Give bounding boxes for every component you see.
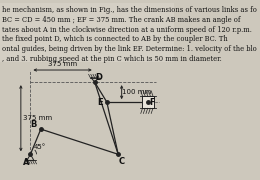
Text: tates about A in the clockwise direction at a uniform speed of 120 r.p.m.: tates about A in the clockwise direction… <box>2 26 252 33</box>
Bar <box>0 3 174 62</box>
Text: A: A <box>23 158 29 167</box>
Text: he mechanism, as shown in Fig., has the dimensions of various links as fo: he mechanism, as shown in Fig., has the … <box>2 6 257 14</box>
Bar <box>142 96 154 108</box>
Text: 100 mm: 100 mm <box>122 89 151 95</box>
Text: 375 mm: 375 mm <box>23 115 53 121</box>
Text: the fixed point D, which is connected to AB by the coupler BC. Th: the fixed point D, which is connected to… <box>2 35 228 43</box>
Text: 375 mm: 375 mm <box>48 60 77 67</box>
Text: ontal guides, being driven by the link EF. Determine: 1. velocity of the blo: ontal guides, being driven by the link E… <box>2 45 256 53</box>
Text: F: F <box>149 98 155 107</box>
Text: C: C <box>119 157 125 166</box>
Text: E: E <box>97 98 103 107</box>
Text: BC = CD = 450 mm ; EF = 375 mm. The crank AB makes an angle of: BC = CD = 450 mm ; EF = 375 mm. The cran… <box>2 16 240 24</box>
Text: , and 3. rubbing speed at the pin C which is 50 mm in diameter.: , and 3. rubbing speed at the pin C whic… <box>2 55 222 63</box>
Text: B: B <box>31 120 37 129</box>
Text: 45°: 45° <box>34 144 46 150</box>
Text: D: D <box>96 73 102 82</box>
